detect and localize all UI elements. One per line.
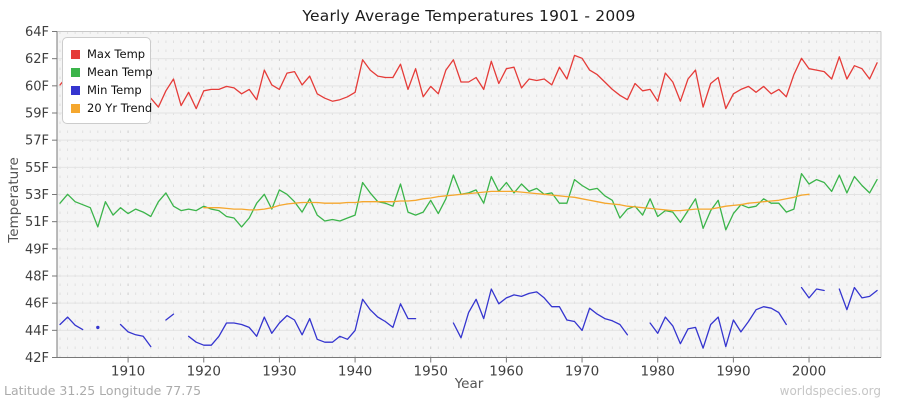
x-tick-label: 1940 xyxy=(338,364,372,380)
y-tick-label: 57F xyxy=(25,134,49,149)
legend-label: Min Temp xyxy=(87,83,142,97)
x-tick-label: 1970 xyxy=(565,364,599,380)
legend-label: Mean Temp xyxy=(87,65,153,79)
y-tick-label: 49F xyxy=(25,242,49,257)
footer-coordinates: Latitude 31.25 Longitude 77.75 xyxy=(4,383,202,398)
watermark: worldspecies.org xyxy=(779,384,881,398)
x-tick-label: 1950 xyxy=(414,364,448,380)
y-tick-label: 53F xyxy=(25,188,49,203)
x-tick-label: 1920 xyxy=(187,364,221,380)
legend-item-mean-temp: Mean Temp xyxy=(71,63,153,81)
x-tick-label: 1930 xyxy=(262,364,296,380)
x-axis-title: Year xyxy=(454,376,484,392)
y-tick-label: 42F xyxy=(25,351,49,366)
legend-swatch-min-temp xyxy=(71,85,80,95)
y-tick-label: 44F xyxy=(25,324,49,339)
x-tick-label: 1990 xyxy=(716,364,750,380)
series-line-20-yr-trend xyxy=(203,190,810,212)
y-tick-label: 62F xyxy=(25,52,49,67)
x-tick-label: 1980 xyxy=(641,364,675,380)
y-tick-label: 64F xyxy=(25,25,49,40)
legend-label: Max Temp xyxy=(87,47,146,61)
y-tick-label: 46F xyxy=(25,297,49,312)
legend-swatch-20-yr-trend xyxy=(71,103,80,113)
legend-label: 20 Yr Trend xyxy=(87,101,153,115)
chart-title: Yearly Average Temperatures 1901 - 2009 xyxy=(302,7,636,25)
y-tick-label: 48F xyxy=(25,270,49,285)
series-line-min-temp xyxy=(59,286,878,349)
legend-item-max-temp: Max Temp xyxy=(71,45,150,63)
x-tick-label: 1910 xyxy=(111,364,145,380)
legend-item-20-yr-trend: 20 Yr Trend xyxy=(71,99,153,117)
legend: Max Temp Mean Temp Min Temp 20 Yr Trend xyxy=(62,37,153,124)
legend-item-min-temp: Min Temp xyxy=(71,81,150,99)
legend-swatch-mean-temp xyxy=(71,67,80,77)
x-tick-label: 1960 xyxy=(489,364,523,380)
y-tick-label: 60F xyxy=(25,79,49,94)
y-tick-label: 51F xyxy=(25,215,49,230)
y-tick-label: 59F xyxy=(25,107,49,122)
series-line-max-temp xyxy=(59,54,878,110)
x-tick-label: 2000 xyxy=(792,364,826,380)
legend-swatch-max-temp xyxy=(71,49,80,59)
data-point-dot-min-temp xyxy=(96,325,100,330)
y-tick-label: 55F xyxy=(25,161,49,176)
